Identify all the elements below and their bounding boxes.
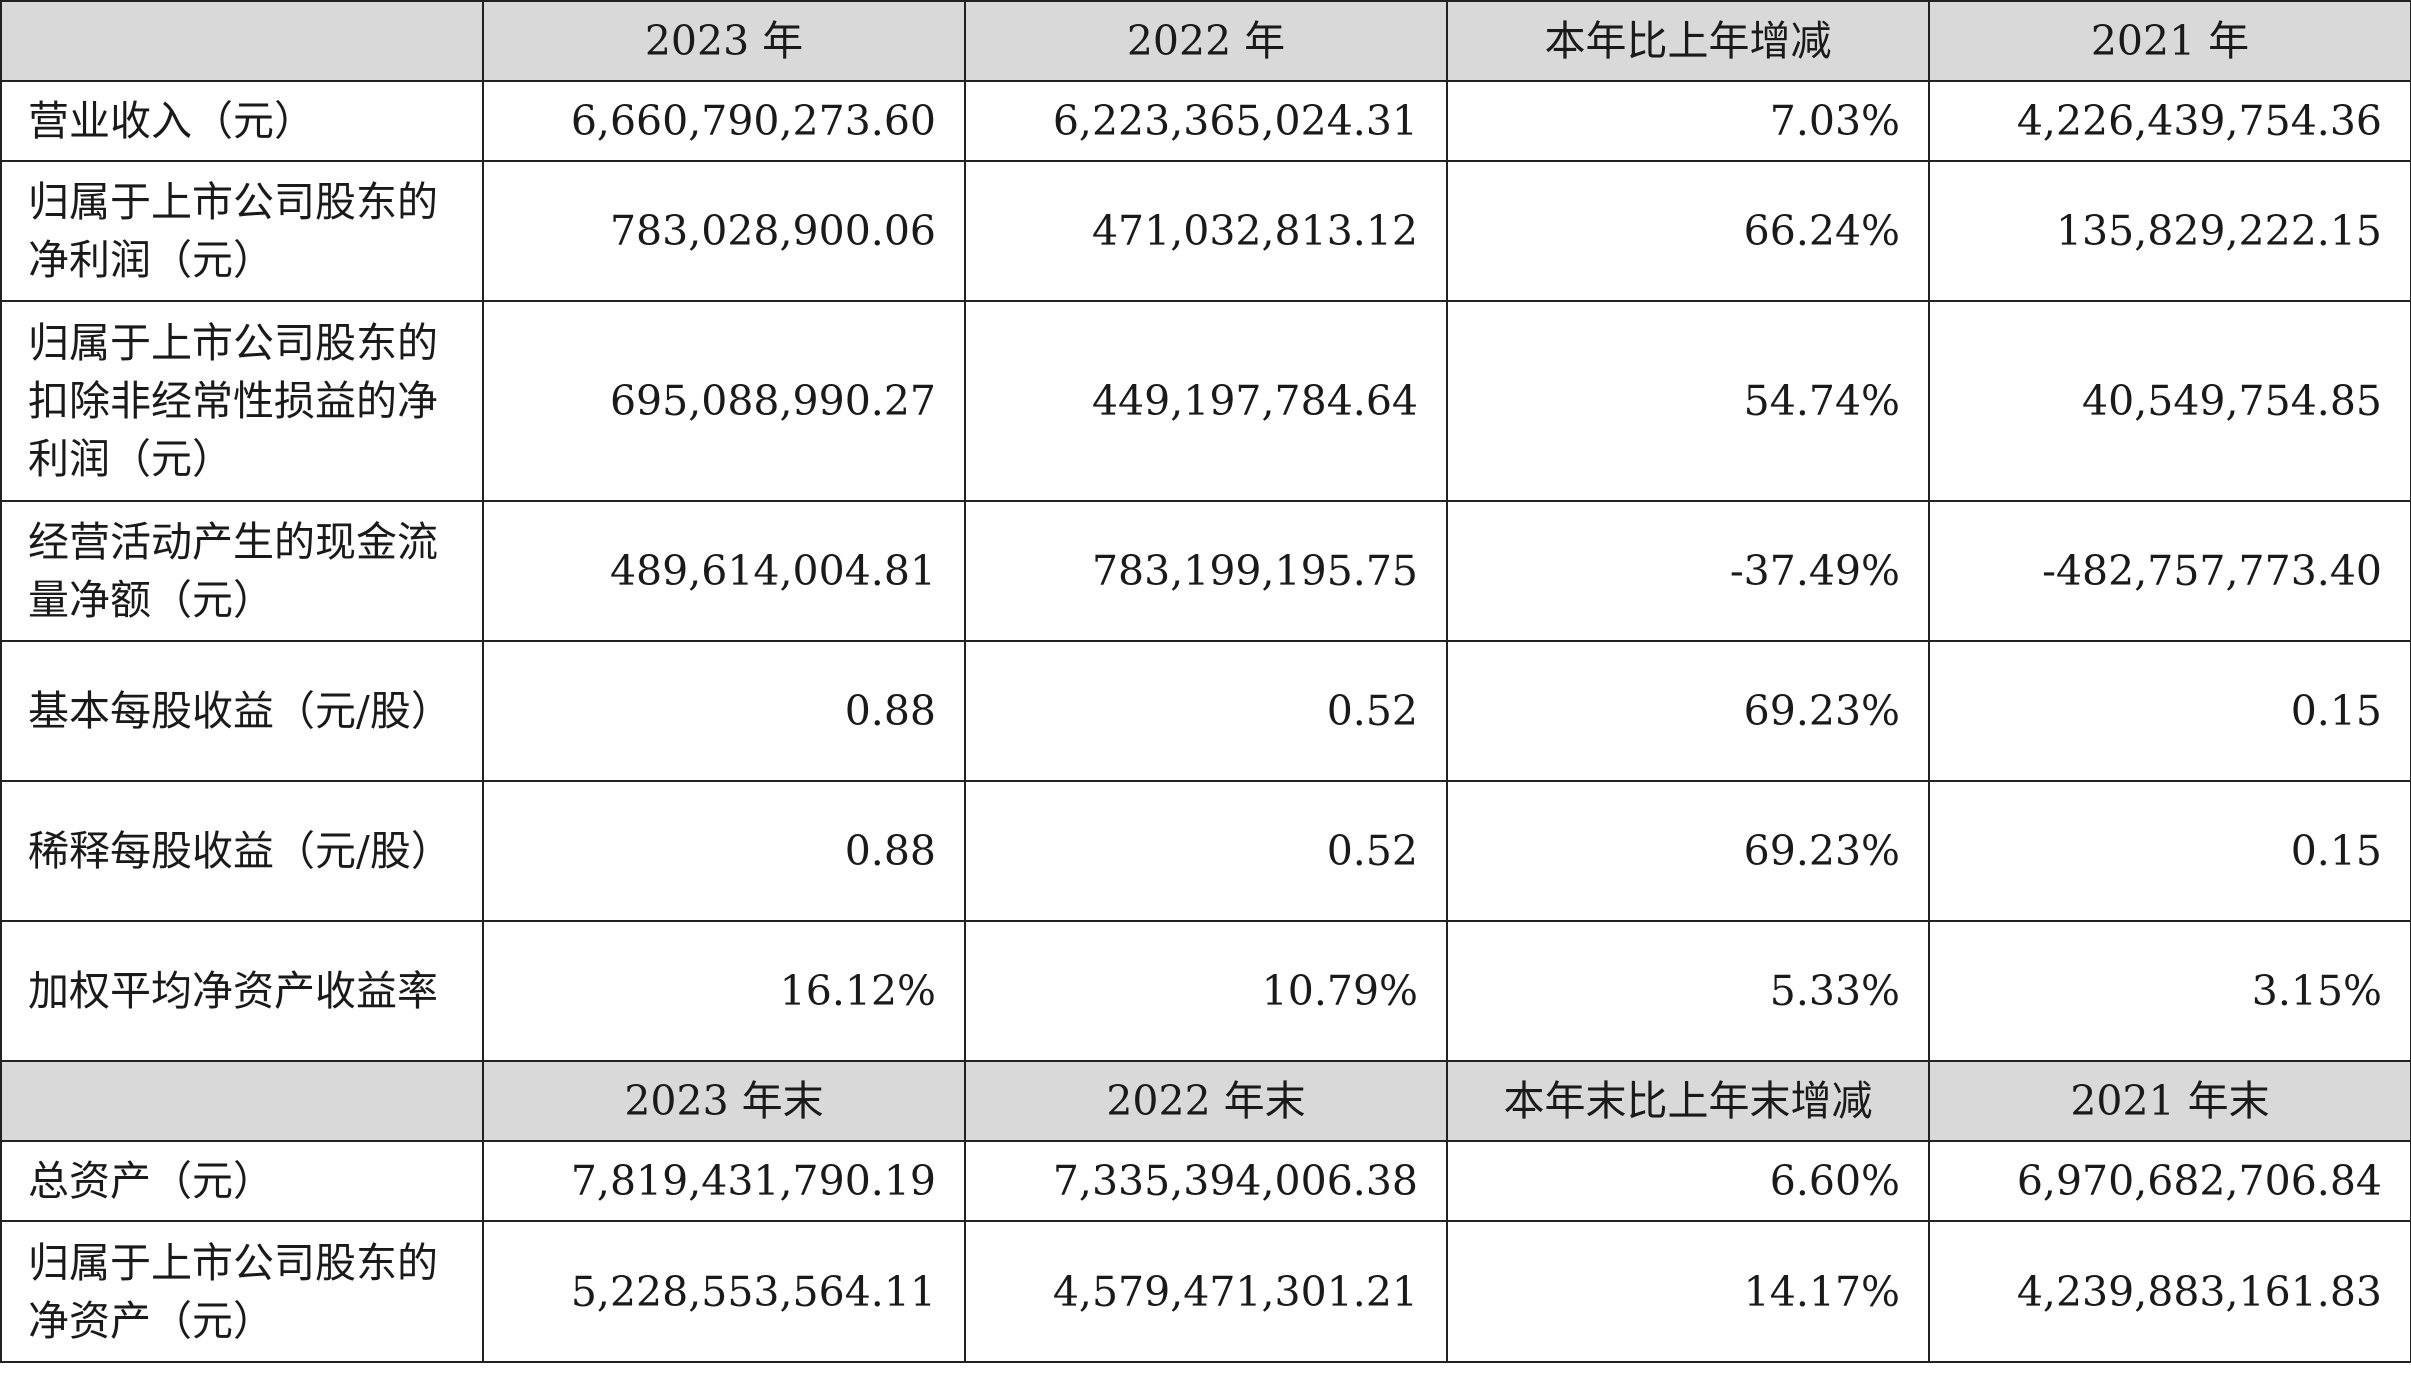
value-change: 14.17% (1446, 1220, 1930, 1363)
value-2023: 16.12% (482, 920, 966, 1062)
value-change: 5.33% (1446, 920, 1930, 1062)
value-2023: 6,660,790,273.60 (482, 80, 966, 162)
value-2021: 4,226,439,754.36 (1928, 80, 2411, 162)
header-2023-end: 2023 年末 (482, 1060, 966, 1142)
value-2023: 489,614,004.81 (482, 500, 966, 642)
yearend-header-row: 2023 年末 2022 年末 本年末比上年末增减 2021 年末 (0, 1060, 2411, 1142)
value-2023: 695,088,990.27 (482, 300, 966, 502)
row-label: 归属于上市公司股东的扣除非经常性损益的净利润（元） (0, 300, 484, 502)
value-2023: 0.88 (482, 640, 966, 782)
value-change: 69.23% (1446, 640, 1930, 782)
row-label: 总资产（元） (0, 1140, 484, 1222)
table-row: 加权平均净资产收益率 16.12% 10.79% 5.33% 3.15% (0, 920, 2411, 1062)
row-label: 加权平均净资产收益率 (0, 920, 484, 1062)
table-row: 归属于上市公司股东的扣除非经常性损益的净利润（元） 695,088,990.27… (0, 300, 2411, 502)
row-label: 稀释每股收益（元/股） (0, 780, 484, 922)
row-label: 经营活动产生的现金流量净额（元） (0, 500, 484, 642)
table-row: 归属于上市公司股东的净资产（元） 5,228,553,564.11 4,579,… (0, 1220, 2411, 1363)
header-2022-end: 2022 年末 (964, 1060, 1448, 1142)
value-change: 69.23% (1446, 780, 1930, 922)
value-2022: 449,197,784.64 (964, 300, 1448, 502)
table-row: 稀释每股收益（元/股） 0.88 0.52 69.23% 0.15 (0, 780, 2411, 922)
value-2021: 3.15% (1928, 920, 2411, 1062)
value-2021: -482,757,773.40 (1928, 500, 2411, 642)
value-2023: 0.88 (482, 780, 966, 922)
value-change: 6.60% (1446, 1140, 1930, 1222)
header-blank-cell (0, 1060, 484, 1142)
table-row: 经营活动产生的现金流量净额（元） 489,614,004.81 783,199,… (0, 500, 2411, 642)
value-2022: 0.52 (964, 780, 1448, 922)
value-change: 54.74% (1446, 300, 1930, 502)
value-2022: 6,223,365,024.31 (964, 80, 1448, 162)
row-label: 营业收入（元） (0, 80, 484, 162)
value-2023: 783,028,900.06 (482, 160, 966, 302)
value-2023: 7,819,431,790.19 (482, 1140, 966, 1222)
row-label: 归属于上市公司股东的净资产（元） (0, 1220, 484, 1363)
value-2021: 0.15 (1928, 640, 2411, 782)
header-blank-cell (0, 0, 484, 82)
header-change-end: 本年末比上年末增减 (1446, 1060, 1930, 1142)
value-2021: 40,549,754.85 (1928, 300, 2411, 502)
header-2022: 2022 年 (964, 0, 1448, 82)
value-2022: 0.52 (964, 640, 1448, 782)
value-change: 66.24% (1446, 160, 1930, 302)
value-change: -37.49% (1446, 500, 1930, 642)
row-label: 基本每股收益（元/股） (0, 640, 484, 782)
header-change: 本年比上年增减 (1446, 0, 1930, 82)
header-2021-end: 2021 年末 (1928, 1060, 2411, 1142)
value-2021: 135,829,222.15 (1928, 160, 2411, 302)
table-row: 总资产（元） 7,819,431,790.19 7,335,394,006.38… (0, 1140, 2411, 1222)
value-2023: 5,228,553,564.11 (482, 1220, 966, 1363)
value-2022: 4,579,471,301.21 (964, 1220, 1448, 1363)
value-2022: 10.79% (964, 920, 1448, 1062)
value-2021: 0.15 (1928, 780, 2411, 922)
table-row: 归属于上市公司股东的净利润（元） 783,028,900.06 471,032,… (0, 160, 2411, 302)
value-2022: 7,335,394,006.38 (964, 1140, 1448, 1222)
value-change: 7.03% (1446, 80, 1930, 162)
annual-header-row: 2023 年 2022 年 本年比上年增减 2021 年 (0, 0, 2411, 82)
value-2022: 471,032,813.12 (964, 160, 1448, 302)
table-row: 基本每股收益（元/股） 0.88 0.52 69.23% 0.15 (0, 640, 2411, 782)
header-2023: 2023 年 (482, 0, 966, 82)
value-2021: 6,970,682,706.84 (1928, 1140, 2411, 1222)
row-label: 归属于上市公司股东的净利润（元） (0, 160, 484, 302)
value-2022: 783,199,195.75 (964, 500, 1448, 642)
value-2021: 4,239,883,161.83 (1928, 1220, 2411, 1363)
header-2021: 2021 年 (1928, 0, 2411, 82)
table-row: 营业收入（元） 6,660,790,273.60 6,223,365,024.3… (0, 80, 2411, 162)
